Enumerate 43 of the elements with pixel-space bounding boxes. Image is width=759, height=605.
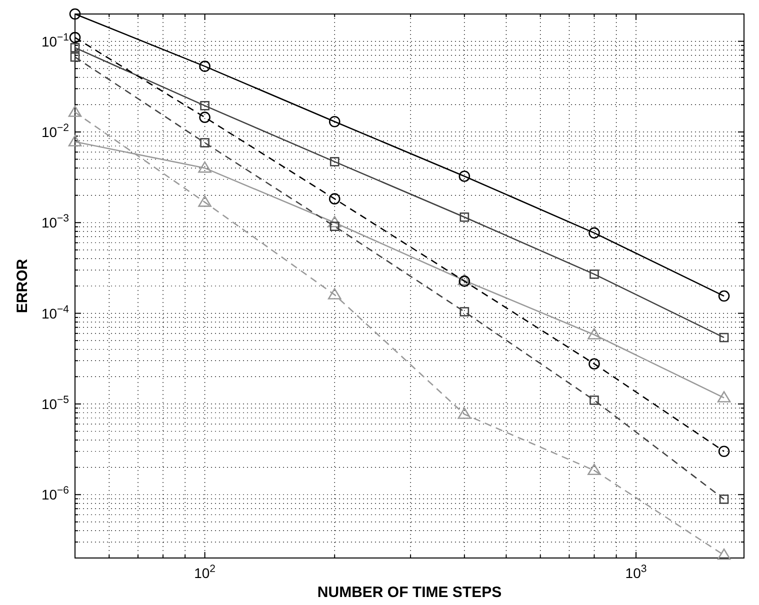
x-axis-title: NUMBER OF TIME STEPS	[317, 584, 502, 601]
point	[460, 212, 470, 222]
point	[588, 227, 600, 239]
point	[719, 494, 729, 504]
y-tick-label: 10$^{−4}$	[41, 303, 70, 322]
point	[717, 391, 731, 402]
y-tick-label: 10$^{−3}$	[41, 212, 70, 231]
x-tick-label: 10$^{2}$	[194, 563, 216, 581]
point	[70, 52, 80, 62]
point	[328, 116, 340, 128]
point	[588, 358, 600, 370]
point	[199, 60, 210, 72]
point	[200, 138, 210, 148]
point	[330, 157, 340, 166]
point	[460, 307, 470, 316]
y-tick-label: 10$^{−6}$	[41, 484, 70, 503]
point	[458, 170, 470, 182]
point	[68, 106, 82, 117]
point	[717, 548, 731, 560]
x-tick-label: 10$^{3}$	[625, 563, 647, 581]
point	[70, 43, 80, 52]
point	[718, 446, 730, 458]
point	[199, 112, 210, 123]
point	[718, 290, 730, 302]
y-tick-label: 10$^{−1}$	[41, 31, 70, 50]
y-tick-label: 10$^{−2}$	[41, 122, 70, 140]
y-axis-title: ERROR	[14, 258, 31, 314]
point	[590, 396, 599, 405]
point	[719, 332, 729, 342]
point	[588, 464, 601, 476]
y-tick-label: 10$^{−5}$	[41, 394, 70, 412]
point	[69, 32, 81, 44]
point	[458, 408, 472, 419]
point	[328, 193, 340, 204]
point	[200, 101, 210, 110]
point	[588, 328, 601, 340]
point	[198, 161, 212, 173]
point	[69, 8, 81, 20]
point	[68, 135, 82, 146]
point	[198, 196, 212, 207]
point	[590, 270, 599, 279]
point	[328, 288, 342, 300]
point	[328, 216, 342, 228]
